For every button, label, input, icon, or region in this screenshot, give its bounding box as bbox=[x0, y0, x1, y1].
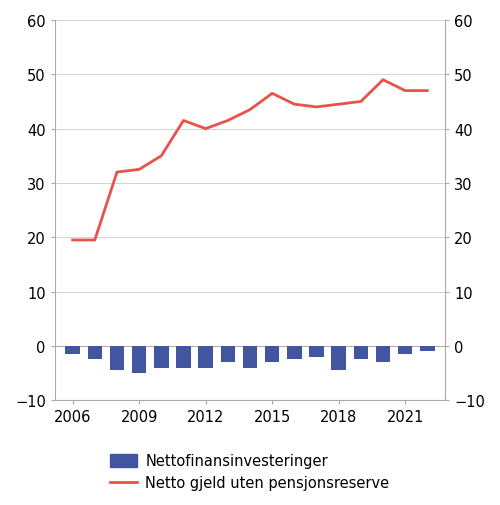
Bar bbox=[243, 346, 257, 368]
Bar bbox=[332, 346, 346, 371]
Legend: Nettofinansinvesteringer, Netto gjeld uten pensjonsreserve: Nettofinansinvesteringer, Netto gjeld ut… bbox=[103, 446, 397, 498]
Bar bbox=[66, 346, 80, 355]
Bar bbox=[198, 346, 213, 368]
Bar bbox=[420, 346, 434, 351]
Bar bbox=[154, 346, 168, 368]
Bar bbox=[354, 346, 368, 360]
Bar bbox=[176, 346, 190, 368]
Bar bbox=[88, 346, 102, 360]
Bar bbox=[398, 346, 412, 355]
Bar bbox=[132, 346, 146, 373]
Bar bbox=[220, 346, 235, 363]
Bar bbox=[376, 346, 390, 363]
Bar bbox=[310, 346, 324, 357]
Bar bbox=[287, 346, 302, 360]
Bar bbox=[265, 346, 280, 363]
Bar bbox=[110, 346, 124, 371]
